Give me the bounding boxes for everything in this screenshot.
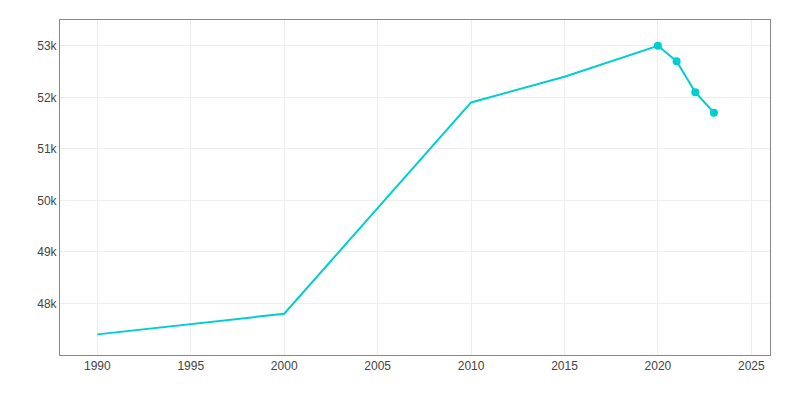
svg-text:1990: 1990 [84, 359, 111, 373]
svg-text:2005: 2005 [364, 359, 391, 373]
svg-text:52k: 52k [37, 91, 57, 105]
svg-text:2025: 2025 [738, 359, 765, 373]
svg-text:53k: 53k [37, 39, 57, 53]
svg-text:50k: 50k [37, 194, 57, 208]
svg-text:2020: 2020 [645, 359, 672, 373]
svg-text:2015: 2015 [551, 359, 578, 373]
svg-text:2010: 2010 [458, 359, 485, 373]
svg-text:51k: 51k [37, 142, 57, 156]
svg-text:1995: 1995 [177, 359, 204, 373]
svg-text:48k: 48k [37, 297, 57, 311]
svg-text:49k: 49k [37, 245, 57, 259]
svg-text:2000: 2000 [271, 359, 298, 373]
